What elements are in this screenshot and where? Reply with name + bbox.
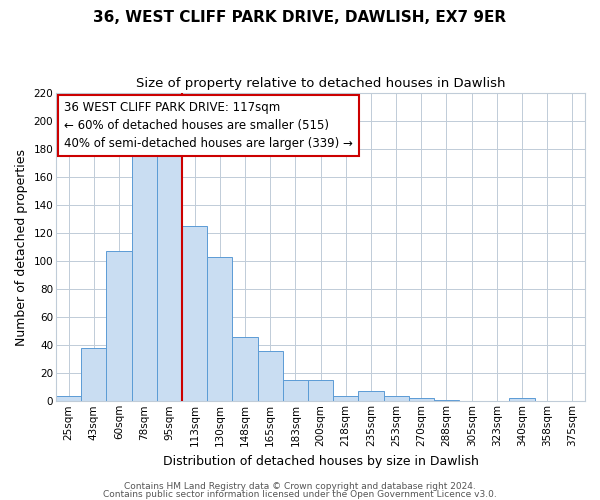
Bar	[283, 380, 308, 402]
Bar	[232, 337, 257, 402]
Text: Contains HM Land Registry data © Crown copyright and database right 2024.: Contains HM Land Registry data © Crown c…	[124, 482, 476, 491]
Y-axis label: Number of detached properties: Number of detached properties	[15, 148, 28, 346]
Bar	[131, 154, 157, 402]
Bar	[383, 396, 409, 402]
Text: Contains public sector information licensed under the Open Government Licence v3: Contains public sector information licen…	[103, 490, 497, 499]
Title: Size of property relative to detached houses in Dawlish: Size of property relative to detached ho…	[136, 78, 505, 90]
Bar	[81, 348, 106, 402]
Bar	[56, 396, 81, 402]
Bar	[106, 252, 131, 402]
X-axis label: Distribution of detached houses by size in Dawlish: Distribution of detached houses by size …	[163, 454, 478, 468]
Text: 36 WEST CLIFF PARK DRIVE: 117sqm
← 60% of detached houses are smaller (515)
40% : 36 WEST CLIFF PARK DRIVE: 117sqm ← 60% o…	[64, 101, 353, 150]
Bar	[434, 400, 459, 402]
Bar	[157, 156, 182, 402]
Bar	[182, 226, 207, 402]
Bar	[358, 392, 383, 402]
Bar	[333, 396, 358, 402]
Bar	[308, 380, 333, 402]
Text: 36, WEST CLIFF PARK DRIVE, DAWLISH, EX7 9ER: 36, WEST CLIFF PARK DRIVE, DAWLISH, EX7 …	[94, 10, 506, 25]
Bar	[409, 398, 434, 402]
Bar	[207, 257, 232, 402]
Bar	[257, 351, 283, 402]
Bar	[509, 398, 535, 402]
